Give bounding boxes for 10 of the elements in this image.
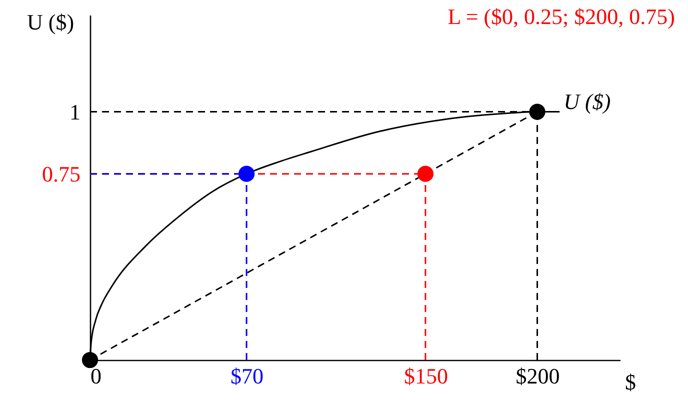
x-tick-label: 0 (90, 364, 102, 388)
x-tick-label: $200 (516, 364, 560, 388)
y-tick-label: 0.75 (42, 161, 80, 186)
x-axis-title: $ (625, 370, 636, 394)
y-axis-title: U ($) (26, 10, 74, 34)
series-label: U ($) (564, 88, 611, 114)
chart-title: L = ($0, 0.25; $200, 0.75) (448, 4, 675, 29)
x-tick-label: $150 (404, 364, 448, 388)
y-tick-label: 1 (70, 99, 80, 124)
x-tick-label: $70 (230, 364, 264, 388)
